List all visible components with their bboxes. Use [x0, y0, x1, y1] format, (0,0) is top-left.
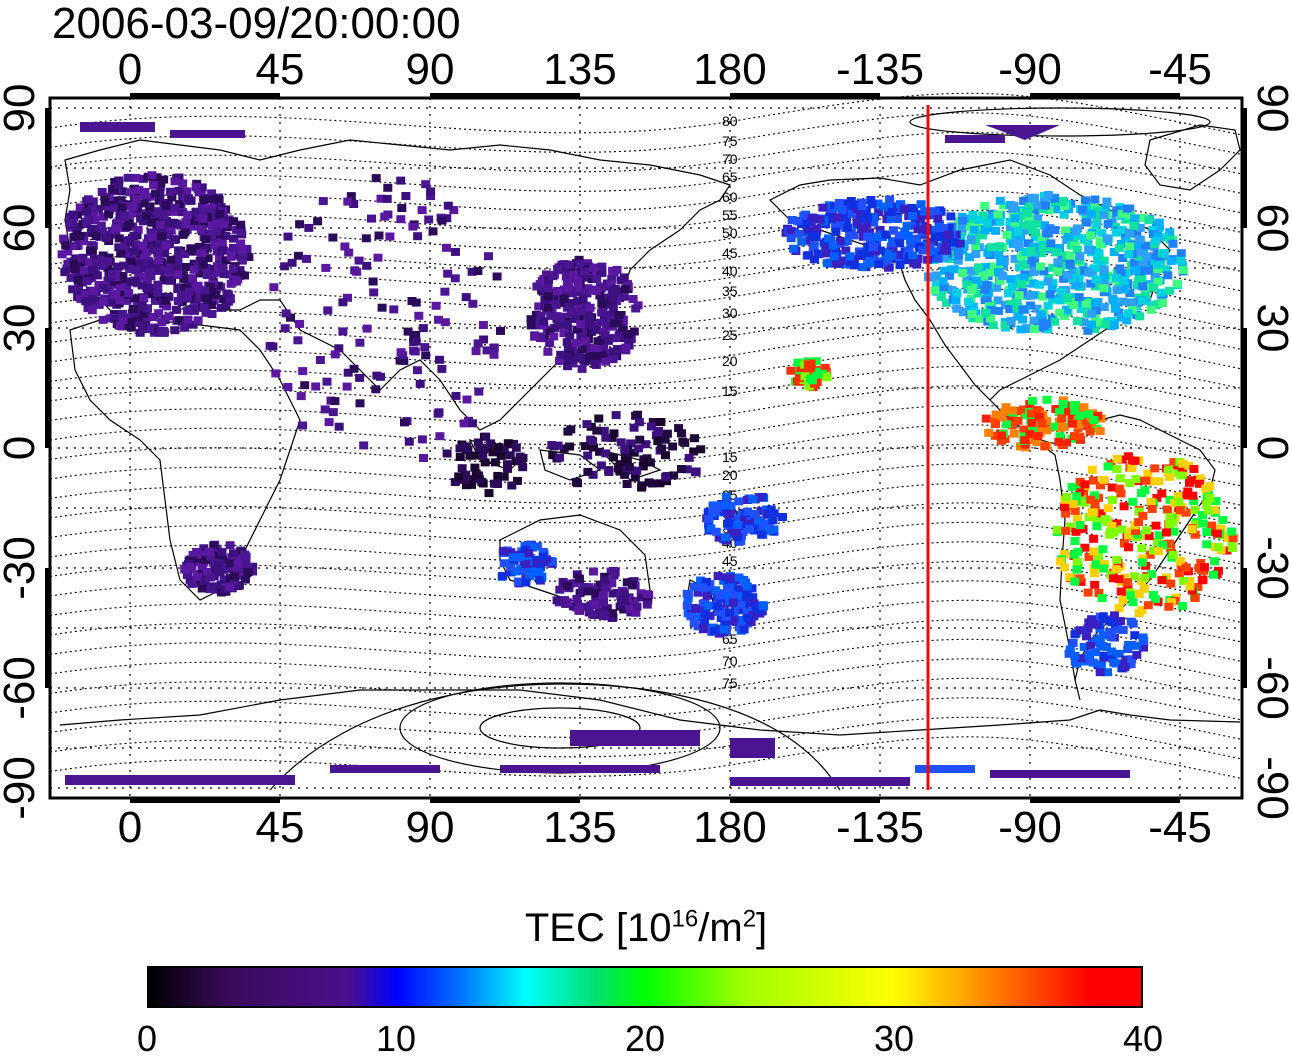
- right-lat-tick: -60: [1248, 656, 1292, 720]
- colorbar-tick-label: 0: [136, 1018, 158, 1059]
- cb-title-prefix: TEC [10: [524, 906, 672, 950]
- contour-label: 30: [722, 305, 738, 321]
- contour-label: 80: [722, 113, 738, 129]
- left-lat-tick: -30: [0, 536, 44, 600]
- cb-title-mid: /m: [698, 906, 743, 950]
- tec-colorbar: [147, 966, 1143, 1008]
- top-lon-tick: 45: [256, 45, 305, 94]
- tec-data-cells: [57, 122, 1238, 786]
- left-lat-tick: 60: [0, 204, 44, 253]
- left-lat-tick: -60: [0, 656, 44, 720]
- right-lat-tick: -30: [1248, 536, 1292, 600]
- top-lon-tick: 90: [406, 45, 455, 94]
- left-lat-tick: -90: [0, 756, 44, 820]
- left-lat-tick: 30: [0, 304, 44, 353]
- frame-tick-bars: [45, 93, 1247, 803]
- contour-label: 45: [722, 553, 738, 569]
- bottom-lon-tick: 0: [118, 803, 142, 852]
- colorbar-tick-label: 10: [375, 1018, 417, 1059]
- top-lon-tick: -90: [998, 45, 1062, 94]
- contour-label: 25: [722, 327, 738, 343]
- contour-label: 55: [722, 207, 738, 223]
- top-lon-tick: 180: [693, 45, 766, 94]
- bottom-lon-tick: 135: [543, 803, 616, 852]
- contour-label: 15: [722, 383, 738, 399]
- colorbar-title: TEC [1016/m2]: [0, 905, 1292, 951]
- tec-map: 8075706560555045403530252015152025303540…: [0, 45, 1292, 852]
- left-lat-tick: 0: [0, 436, 44, 460]
- contour-label: 50: [722, 225, 738, 241]
- left-lat-tick: 90: [0, 84, 44, 133]
- contour-label: 40: [722, 263, 738, 279]
- top-lon-tick: -135: [836, 45, 924, 94]
- contour-label: 45: [722, 245, 738, 261]
- right-lat-tick: 0: [1248, 436, 1292, 460]
- contour-label: 15: [722, 449, 738, 465]
- cb-title-exp1: 16: [671, 905, 699, 933]
- contour-label: 70: [722, 653, 738, 669]
- contour-label: 20: [722, 353, 738, 369]
- cb-title-exp2: 2: [742, 905, 757, 933]
- contour-label: 35: [722, 283, 738, 299]
- contour-label: 70: [722, 151, 738, 167]
- timestamp-title: 2006-03-09/20:00:00: [52, 0, 461, 48]
- top-lon-tick: 135: [543, 45, 616, 94]
- axis-labels: 0 45 90 135 180 -135 -90 -450 45 90 135 180 -135 -90-…: [0, 45, 1292, 852]
- contour-label: 65: [722, 169, 738, 185]
- contour-label: 75: [722, 675, 738, 691]
- contour-label: 75: [722, 133, 738, 149]
- bottom-lon-tick: 180: [693, 803, 766, 852]
- colorbar-tick-label: 30: [873, 1018, 915, 1059]
- colorbar-tick-label: 40: [1122, 1018, 1164, 1059]
- bottom-lon-tick: 90: [406, 803, 455, 852]
- right-lat-tick: 30: [1248, 304, 1292, 353]
- bottom-lon-tick: -45: [1148, 803, 1212, 852]
- bottom-lon-tick: -90: [998, 803, 1062, 852]
- bottom-lon-tick: 45: [256, 803, 305, 852]
- right-lat-tick: 90: [1248, 84, 1292, 133]
- bottom-lon-tick: -135: [836, 803, 924, 852]
- top-lon-tick: -45: [1148, 45, 1212, 94]
- cb-title-suffix: ]: [756, 906, 768, 950]
- colorbar-tick-label: 20: [624, 1018, 666, 1059]
- contour-label: 20: [722, 467, 738, 483]
- top-lon-tick: 0: [118, 45, 142, 94]
- right-lat-tick: -90: [1248, 756, 1292, 820]
- right-lat-tick: 60: [1248, 204, 1292, 253]
- contour-label: 60: [722, 189, 738, 205]
